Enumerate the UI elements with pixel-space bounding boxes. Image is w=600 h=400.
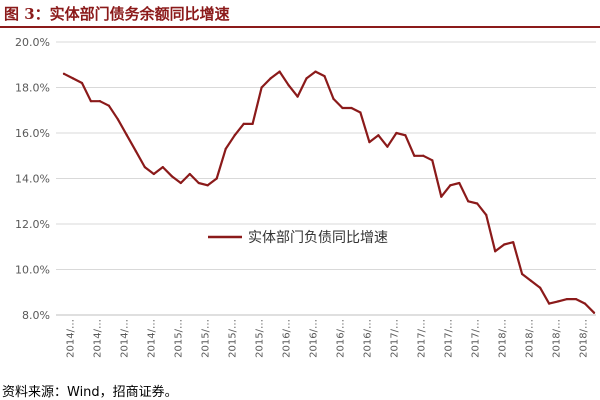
data-point	[422, 154, 425, 157]
y-tick-label: 10.0%	[15, 264, 50, 277]
data-point	[458, 181, 461, 185]
data-point	[494, 250, 497, 253]
data-point	[413, 154, 416, 157]
gridlines	[56, 41, 596, 316]
data-point	[341, 106, 344, 110]
series-line	[62, 70, 596, 314]
data-point	[485, 213, 488, 216]
data-point	[467, 200, 470, 203]
legend-label: 实体部门负债同比增速	[248, 230, 388, 246]
data-point	[62, 72, 66, 75]
data-point	[574, 297, 578, 301]
data-point	[278, 70, 281, 73]
data-point	[98, 100, 102, 103]
x-tick-label: 2016/…	[309, 319, 320, 358]
data-point	[440, 195, 443, 198]
y-tick-label: 20.0%	[15, 36, 50, 49]
data-point	[242, 122, 245, 125]
data-point	[170, 175, 173, 178]
data-point	[565, 297, 569, 301]
data-point	[476, 202, 479, 205]
data-point	[431, 159, 434, 162]
x-tick-label: 2014/…	[93, 319, 104, 358]
x-tick-label: 2014/…	[66, 319, 77, 358]
x-tick-label: 2015/…	[255, 319, 266, 358]
data-point	[404, 134, 407, 137]
data-point	[233, 134, 236, 137]
data-point	[71, 77, 75, 80]
data-point	[556, 300, 560, 303]
data-point	[395, 131, 398, 135]
data-point	[269, 77, 272, 80]
data-point	[296, 95, 299, 98]
data-point	[161, 166, 164, 169]
x-tick-label: 2014/…	[120, 319, 131, 358]
data-point	[206, 184, 209, 187]
data-point	[287, 84, 290, 87]
data-point	[215, 177, 218, 180]
legend: 实体部门负债同比增速	[208, 230, 388, 246]
data-point	[179, 181, 182, 185]
data-point	[107, 104, 111, 107]
y-tick-label: 14.0%	[15, 173, 50, 186]
data-point	[377, 134, 380, 137]
x-tick-label: 2018/…	[579, 319, 590, 358]
x-tick-label: 2017/…	[444, 319, 455, 358]
data-point	[251, 122, 254, 125]
data-point	[503, 243, 506, 246]
data-point	[314, 70, 317, 73]
data-point	[521, 272, 524, 276]
data-point	[583, 302, 587, 305]
x-tick-label: 2015/…	[201, 319, 212, 358]
data-point	[188, 172, 191, 176]
data-point	[547, 302, 551, 305]
data-point	[89, 100, 93, 103]
x-tick-label: 2015/…	[228, 319, 239, 358]
x-tick-label: 2015/…	[174, 319, 185, 358]
title-underline	[0, 26, 600, 28]
y-tick-label: 16.0%	[15, 127, 50, 140]
data-point	[350, 106, 353, 110]
data-point	[305, 77, 308, 80]
data-point	[323, 75, 326, 78]
data-point	[512, 241, 515, 244]
y-axis: 8.0% 10.0% 12.0% 14.0% 16.0% 18.0% 20.0%	[15, 36, 50, 322]
data-point	[386, 145, 389, 148]
data-point	[539, 286, 542, 289]
x-tick-label: 2018/…	[525, 319, 536, 358]
data-point	[332, 97, 335, 100]
data-point	[152, 172, 155, 176]
x-tick-label: 2016/…	[282, 319, 293, 358]
x-tick-label: 2016/…	[363, 319, 374, 358]
data-point	[224, 147, 227, 151]
data-point	[116, 118, 119, 121]
x-tick-label: 2017/…	[471, 319, 482, 358]
data-point	[125, 134, 128, 137]
x-tick-label: 2016/…	[336, 319, 347, 358]
figure-title: 图 3：实体部门债务余额同比增速	[4, 5, 230, 23]
y-tick-label: 8.0%	[22, 309, 50, 322]
y-tick-label: 12.0%	[15, 218, 50, 231]
data-point	[80, 81, 84, 85]
x-tick-label: 2018/…	[498, 319, 509, 358]
data-point	[592, 311, 596, 314]
data-point	[359, 111, 362, 114]
y-tick-label: 18.0%	[15, 82, 50, 95]
data-point	[530, 279, 533, 282]
data-point	[134, 150, 137, 153]
data-point	[143, 166, 146, 169]
x-axis: 2014/… 2014/… 2014/… 2014/… 2015/… 2015/… 2015…	[56, 314, 596, 358]
x-tick-label: 2014/…	[147, 319, 158, 358]
series-layer	[62, 70, 596, 314]
x-tick-label: 2018/…	[552, 319, 563, 358]
source-note: 资料来源：Wind，招商证券。	[2, 385, 178, 400]
data-point	[260, 86, 263, 89]
data-point	[368, 141, 371, 144]
data-point	[197, 181, 200, 185]
x-tick-label: 2017/…	[390, 319, 401, 358]
x-tick-label: 2017/…	[417, 319, 428, 358]
data-point	[449, 184, 452, 187]
line-chart: 8.0% 10.0% 12.0% 14.0% 16.0% 18.0% 20.0% 2014/…	[15, 36, 596, 358]
